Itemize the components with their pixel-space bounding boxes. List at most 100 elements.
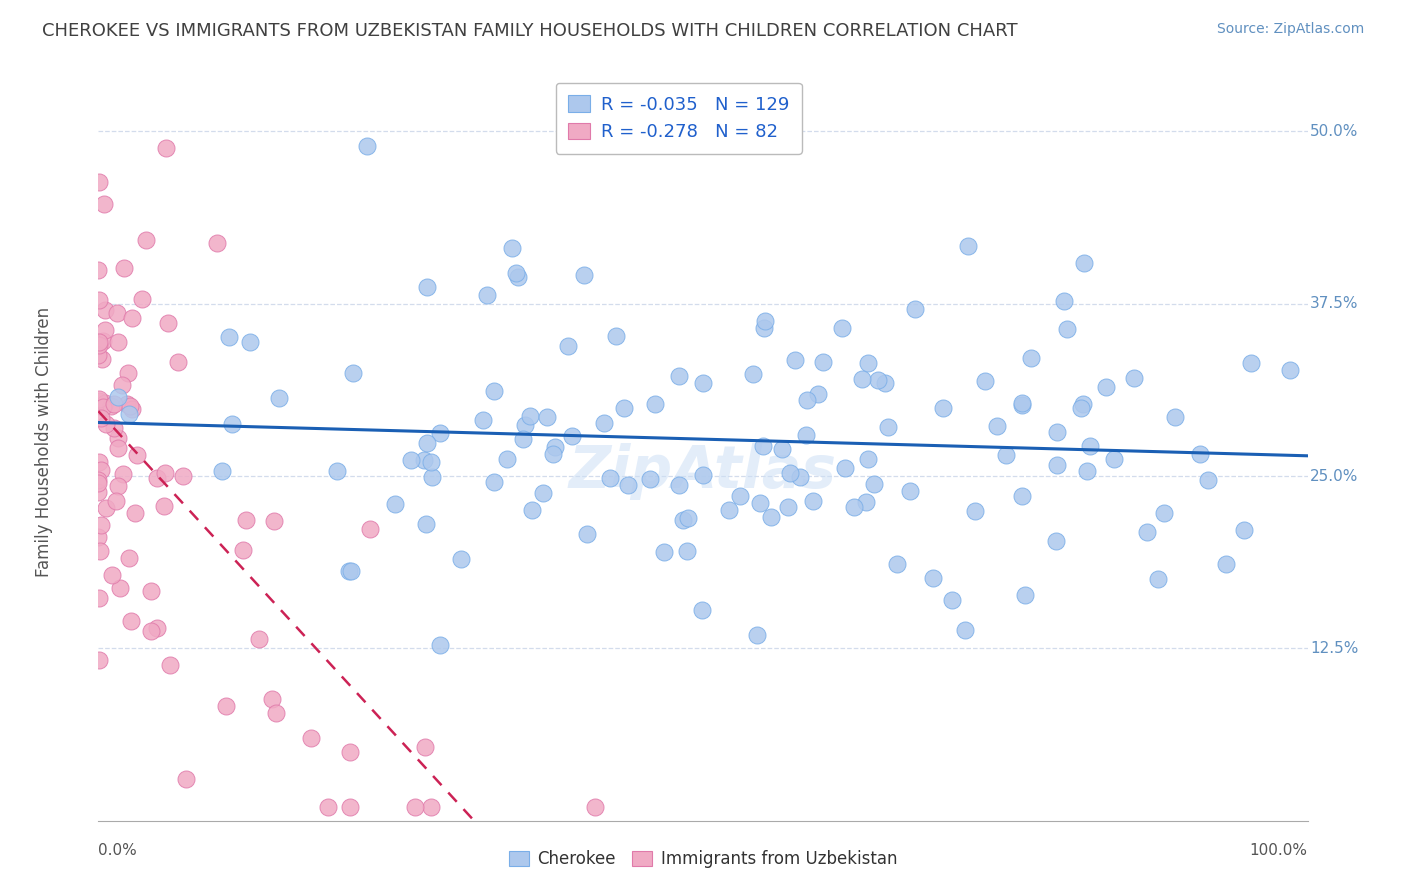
Point <box>986 418 1008 433</box>
Point <box>754 314 776 328</box>
Point <box>135 233 157 247</box>
Point <box>572 268 595 283</box>
Point <box>1233 523 1256 537</box>
Point <box>87 338 110 352</box>
Point <box>107 306 129 320</box>
Point <box>359 523 381 537</box>
Point <box>89 335 111 350</box>
Point <box>326 464 349 478</box>
Point <box>995 448 1018 462</box>
Point <box>1278 363 1301 377</box>
Point <box>146 621 169 635</box>
Point <box>973 375 995 389</box>
Point <box>118 407 141 421</box>
Point <box>506 270 529 285</box>
Point <box>399 453 422 467</box>
Point <box>267 391 290 405</box>
Point <box>855 494 877 508</box>
Point <box>613 401 636 416</box>
Point <box>356 139 378 153</box>
Point <box>557 339 579 353</box>
Point <box>420 470 443 484</box>
Point <box>676 544 699 558</box>
Point <box>1122 371 1144 385</box>
Point <box>215 698 238 713</box>
Point <box>87 348 110 362</box>
Point <box>1102 452 1125 467</box>
Legend: Cherokee, Immigrants from Uzbekistan: Cherokee, Immigrants from Uzbekistan <box>502 844 904 875</box>
Text: 12.5%: 12.5% <box>1310 640 1358 656</box>
Point <box>541 447 564 461</box>
Point <box>717 502 740 516</box>
Point <box>1045 534 1067 549</box>
Point <box>107 442 129 456</box>
Point <box>745 628 768 642</box>
Point <box>1056 322 1078 336</box>
Point <box>692 376 714 390</box>
Point <box>512 432 534 446</box>
Point <box>450 552 472 566</box>
Point <box>174 772 197 786</box>
Point <box>107 334 129 349</box>
Point <box>90 463 112 477</box>
Point <box>139 584 162 599</box>
Point <box>752 321 775 335</box>
Point <box>863 476 886 491</box>
Point <box>218 329 240 343</box>
Point <box>87 653 110 667</box>
Point <box>956 239 979 253</box>
Point <box>221 417 243 432</box>
Point <box>107 431 129 445</box>
Point <box>876 419 898 434</box>
Point <box>167 355 190 369</box>
Point <box>638 471 661 485</box>
Point <box>605 329 627 343</box>
Point <box>91 334 114 348</box>
Point <box>91 400 114 414</box>
Point <box>299 731 322 745</box>
Point <box>592 416 614 430</box>
Point <box>89 543 111 558</box>
Point <box>742 367 765 381</box>
Point <box>107 479 129 493</box>
Point <box>172 468 194 483</box>
Point <box>1070 401 1092 416</box>
Point <box>96 500 118 515</box>
Point <box>752 439 775 453</box>
Point <box>404 800 426 814</box>
Point <box>87 394 110 409</box>
Point <box>108 581 131 595</box>
Point <box>922 570 945 584</box>
Point <box>103 397 125 411</box>
Point <box>831 320 853 334</box>
Point <box>904 301 927 316</box>
Point <box>87 293 110 308</box>
Point <box>112 261 135 276</box>
Legend: R = -0.035   N = 129, R = -0.278   N = 82: R = -0.035 N = 129, R = -0.278 N = 82 <box>555 83 801 153</box>
Point <box>152 499 174 513</box>
Point <box>617 478 640 492</box>
Point <box>770 442 793 456</box>
Point <box>121 402 143 417</box>
Point <box>505 266 527 280</box>
Point <box>668 478 690 492</box>
Point <box>536 410 558 425</box>
Point <box>886 557 908 571</box>
Point <box>420 800 443 814</box>
Point <box>501 242 523 256</box>
Point <box>124 506 146 520</box>
Point <box>866 373 889 387</box>
Point <box>159 657 181 672</box>
Point <box>93 196 115 211</box>
Point <box>100 399 122 413</box>
Point <box>668 368 690 383</box>
Point <box>1076 464 1098 478</box>
Point <box>1153 506 1175 520</box>
Point <box>851 372 873 386</box>
Point <box>89 455 111 469</box>
Point <box>856 452 879 467</box>
Point <box>264 706 287 721</box>
Point <box>575 527 598 541</box>
Point <box>520 503 543 517</box>
Point <box>477 288 499 302</box>
